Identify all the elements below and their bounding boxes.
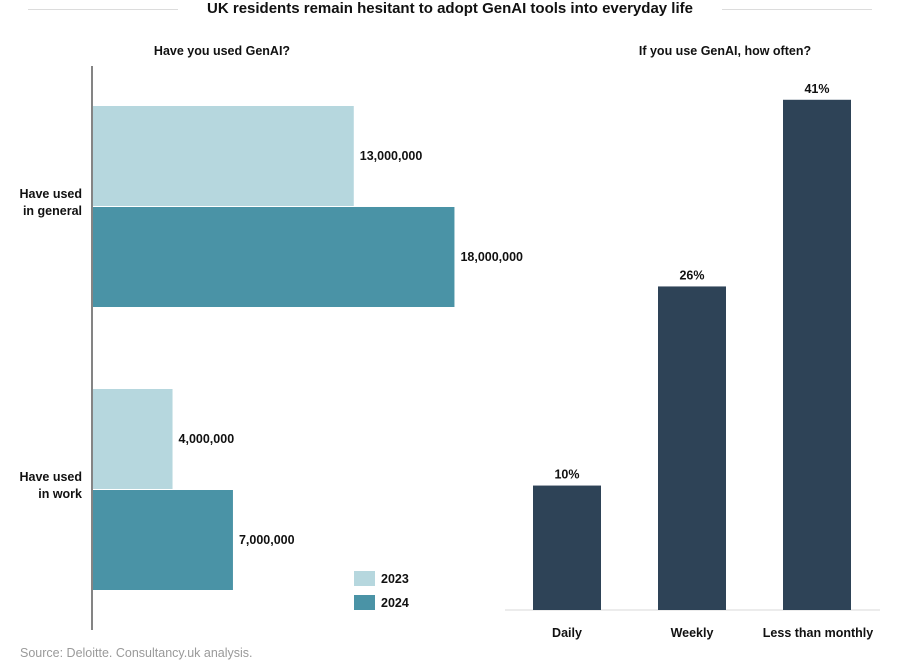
legend-swatch-2024 bbox=[354, 595, 375, 610]
category-label: Have used bbox=[19, 470, 82, 484]
legend-label-2023: 2023 bbox=[381, 572, 409, 586]
bar-value-label: 7,000,000 bbox=[239, 533, 295, 547]
legend-label-2024: 2024 bbox=[381, 596, 409, 610]
category-label: Have used bbox=[19, 187, 82, 201]
source-note: Source: Deloitte. Consultancy.uk analysi… bbox=[20, 646, 253, 660]
right-chart-title: If you use GenAI, how often? bbox=[638, 44, 812, 58]
bar-2023-general bbox=[93, 106, 354, 206]
legend-swatch-2023 bbox=[354, 571, 375, 586]
chart-title: UK residents remain hesitant to adopt Ge… bbox=[207, 0, 693, 17]
category-label: in work bbox=[38, 487, 82, 501]
bar-value-label: 13,000,000 bbox=[360, 149, 423, 163]
title-rule-right bbox=[722, 9, 872, 10]
left-chart-title: Have you used GenAI? bbox=[153, 44, 291, 58]
bar-value-label: 4,000,000 bbox=[179, 432, 235, 446]
frequency-bar-weekly bbox=[658, 286, 726, 610]
frequency-category-label: Weekly bbox=[671, 626, 714, 640]
frequency-value-label: 10% bbox=[554, 468, 579, 482]
frequency-category-label: Daily bbox=[552, 626, 582, 640]
bar-value-label: 18,000,000 bbox=[460, 250, 523, 264]
frequency-value-label: 41% bbox=[804, 82, 829, 96]
frequency-bar-daily bbox=[533, 485, 601, 610]
bar-2024-general bbox=[93, 207, 455, 307]
chart-title-bar: UK residents remain hesitant to adopt Ge… bbox=[0, 0, 900, 22]
frequency-bar-less-than-monthly bbox=[783, 99, 851, 611]
frequency-category-label: Less than monthly bbox=[763, 626, 873, 640]
bar-2023-work bbox=[93, 389, 173, 489]
category-label: in general bbox=[23, 204, 82, 218]
bar-2024-work bbox=[93, 490, 233, 590]
frequency-value-label: 26% bbox=[679, 268, 704, 282]
title-rule-left bbox=[28, 9, 178, 10]
